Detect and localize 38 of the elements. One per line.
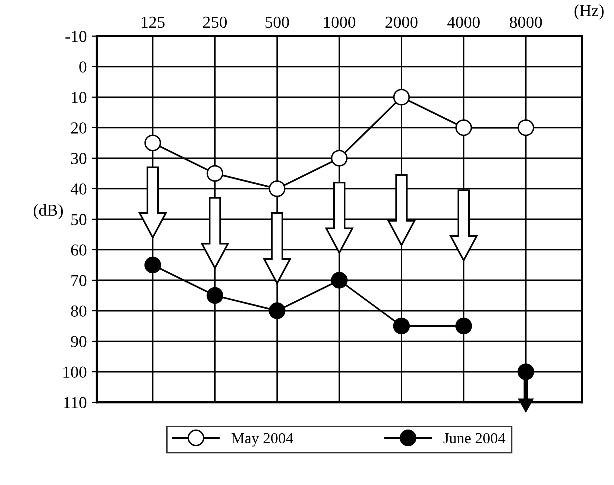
y-tick-label: 40: [70, 184, 87, 195]
point: [393, 318, 410, 335]
point: [518, 364, 534, 380]
point: [331, 272, 348, 289]
x-axis-title: (Hz): [574, 4, 604, 20]
point: [518, 120, 534, 136]
point: [206, 287, 224, 304]
point: [269, 180, 286, 198]
x-tick-label: 2000: [386, 16, 418, 28]
y-tick-label: -10: [66, 31, 87, 42]
point: [144, 134, 162, 152]
point: [269, 302, 286, 320]
y-tick-label: 0: [80, 62, 87, 73]
y-axis-title: (dB): [34, 204, 64, 220]
y-tick-label: 10: [72, 92, 87, 104]
x-tick-label: 125: [142, 16, 165, 28]
y-tick-label: 110: [64, 397, 87, 408]
y-tick-label: 100: [64, 366, 87, 378]
y-tick-label: 90: [71, 336, 87, 348]
x-tick-label: 1000: [324, 16, 356, 28]
point: [456, 120, 472, 136]
x-tick-label: 500: [266, 16, 290, 28]
point: [331, 150, 348, 167]
y-tick-label: 30: [71, 153, 87, 164]
y-tick-label: 20: [71, 122, 87, 134]
legend-label: May 2004: [232, 433, 294, 447]
legend-label: June 2004: [444, 433, 506, 444]
x-tick-label: 250: [203, 16, 228, 28]
x-tick-label: 8000: [510, 16, 542, 28]
y-tick-label: 50: [72, 214, 87, 226]
point: [144, 256, 162, 274]
y-tick-label: 60: [71, 244, 87, 256]
point: [393, 89, 410, 106]
point: [456, 318, 472, 335]
x-tick-label: 4000: [448, 16, 480, 28]
point: [206, 165, 224, 182]
y-tick-label: 80: [71, 306, 87, 317]
y-tick-label: 70: [72, 275, 87, 286]
